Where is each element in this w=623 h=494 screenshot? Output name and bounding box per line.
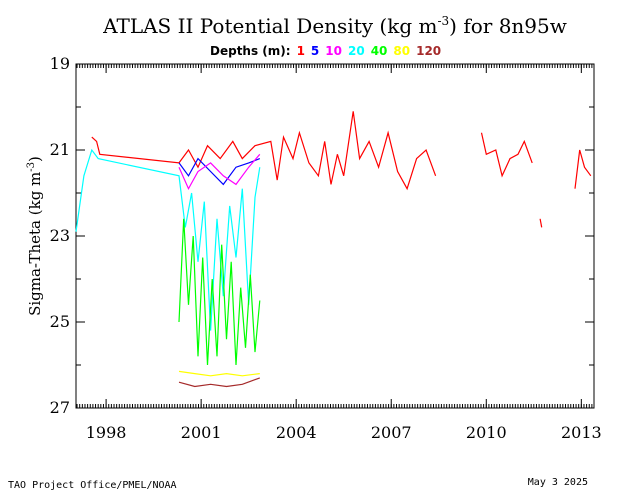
- legend-item-120: 120: [416, 44, 441, 58]
- legend-item-10: 10: [325, 44, 342, 58]
- x-tick-label: 2010: [466, 423, 507, 442]
- y-tick-label: 21: [50, 140, 70, 159]
- legend-item-5: 5: [311, 44, 319, 58]
- series-1-line: [480, 132, 533, 178]
- x-axis: 1998 2001 2004 2007 2010 2013: [86, 64, 602, 442]
- y-axis-label: Sigma-Theta (kg m-3): [26, 156, 44, 316]
- x-tick-label: 2013: [561, 423, 602, 442]
- y-tick-label: 27: [50, 398, 70, 417]
- x-tick-label: 1998: [86, 423, 127, 442]
- x-tick-label: 2007: [371, 423, 412, 442]
- series-120-line: [178, 377, 261, 388]
- chart-title-prefix: ATLAS II Potential Density (kg m: [102, 14, 437, 38]
- y-axis-label-prefix: Sigma-Theta (kg m: [26, 172, 44, 316]
- legend-label: Depths (m):: [210, 44, 291, 58]
- y-tick-label: 19: [50, 54, 70, 73]
- chart-title: ATLAS II Potential Density (kg m-3) for …: [102, 14, 567, 38]
- legend: Depths (m): 1 5 10 20 40 80 120: [210, 44, 441, 58]
- series-1-line: [539, 218, 543, 228]
- series-1-line: [574, 149, 592, 189]
- x-tick-label: 2001: [181, 423, 222, 442]
- series-layer: [75, 111, 592, 388]
- x-tick-label: 2004: [276, 423, 317, 442]
- plot-area: [75, 63, 595, 409]
- minor-ticks: [76, 63, 594, 409]
- series-40-line: [178, 218, 261, 366]
- footer-date: May 3 2025: [528, 477, 588, 488]
- chart-title-suffix: ) for 8n95w: [449, 14, 567, 38]
- chart-title-superscript: -3: [437, 14, 449, 28]
- series-10-line: [178, 153, 261, 191]
- legend-item-40: 40: [371, 44, 388, 58]
- y-axis: 19 21 23 25 27: [50, 54, 594, 417]
- y-tick-label: 25: [50, 312, 70, 331]
- series-1-line: [91, 111, 437, 191]
- footer-source: TAO Project Office/PMEL/NOAA: [8, 480, 177, 491]
- legend-item-80: 80: [393, 44, 410, 58]
- legend-item-20: 20: [348, 44, 365, 58]
- series-5-line: [178, 157, 261, 186]
- series-20-line: [75, 148, 261, 331]
- y-axis-label-suffix: ): [26, 156, 44, 162]
- y-tick-label: 23: [50, 226, 70, 245]
- legend-item-1: 1: [297, 44, 305, 58]
- y-axis-label-superscript: -3: [26, 162, 37, 172]
- series-80-line: [178, 370, 260, 377]
